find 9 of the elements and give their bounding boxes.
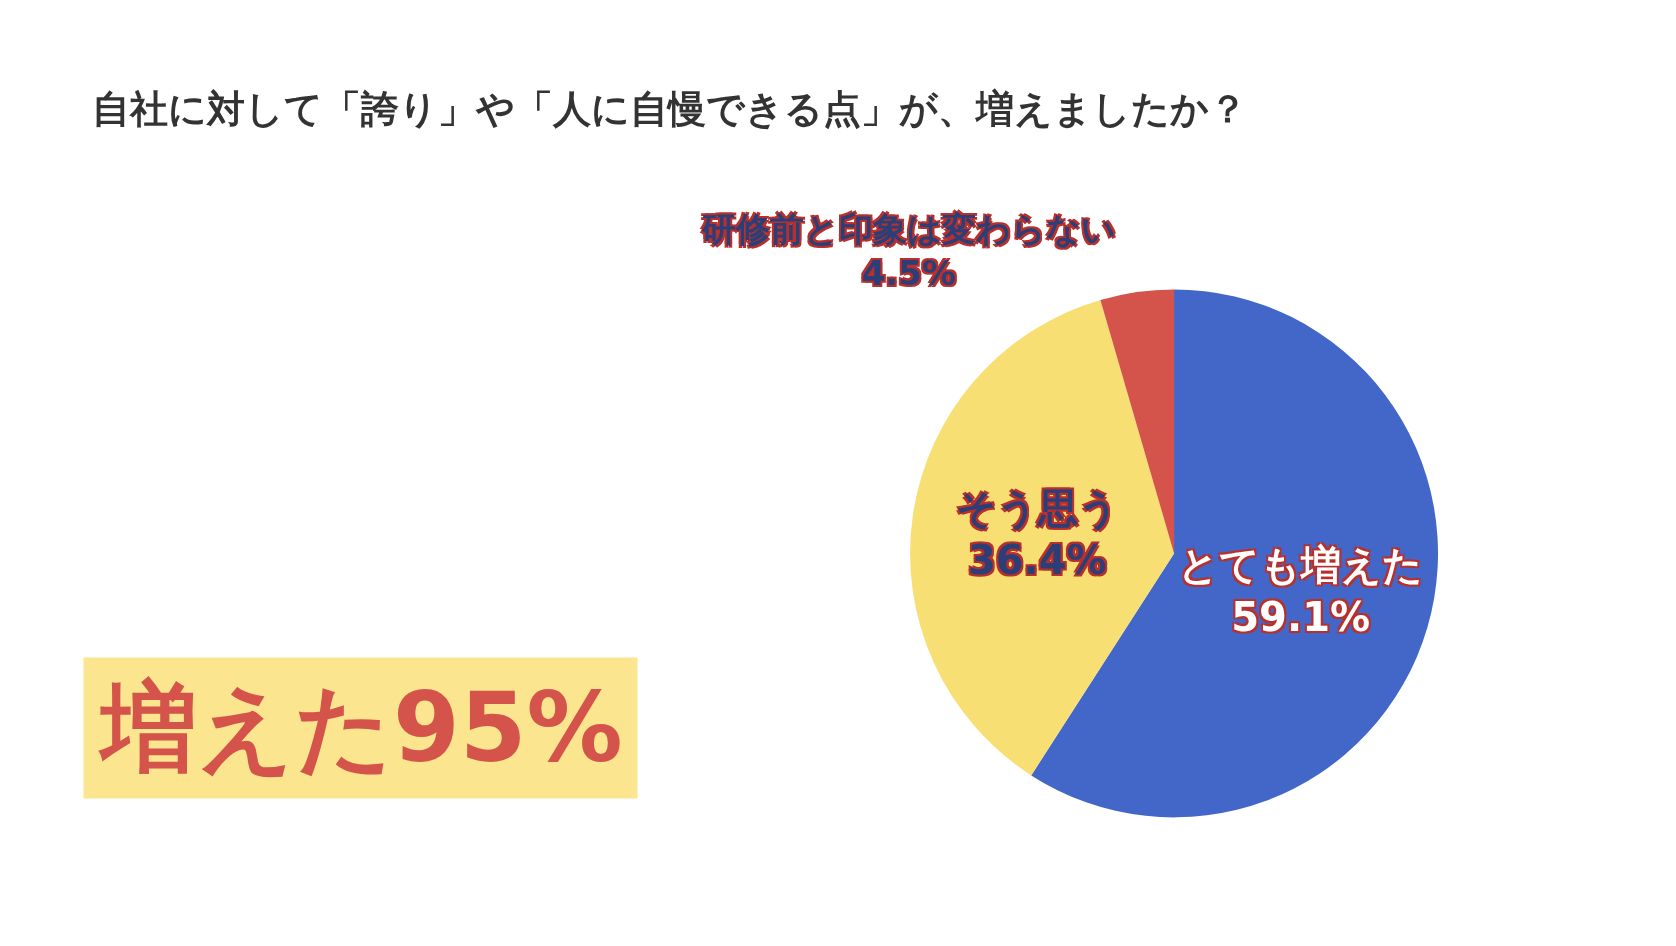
text: 増えた95%: [98, 672, 623, 784]
chart-title: 自社に対して「誇り」や「人に自慢できる点」が、増えましたか？: [92, 87, 1248, 132]
slice-label: 研修前と印象は変わらない: [700, 208, 1116, 249]
slice-label: そう思う: [955, 484, 1119, 531]
pie-slice: [910, 299, 1175, 776]
slice-label: とても増えた: [1178, 541, 1424, 588]
data-label: 59.1%: [1231, 593, 1371, 640]
data-label: 36.4%: [967, 536, 1107, 583]
data-label: 4.5%: [861, 252, 956, 293]
